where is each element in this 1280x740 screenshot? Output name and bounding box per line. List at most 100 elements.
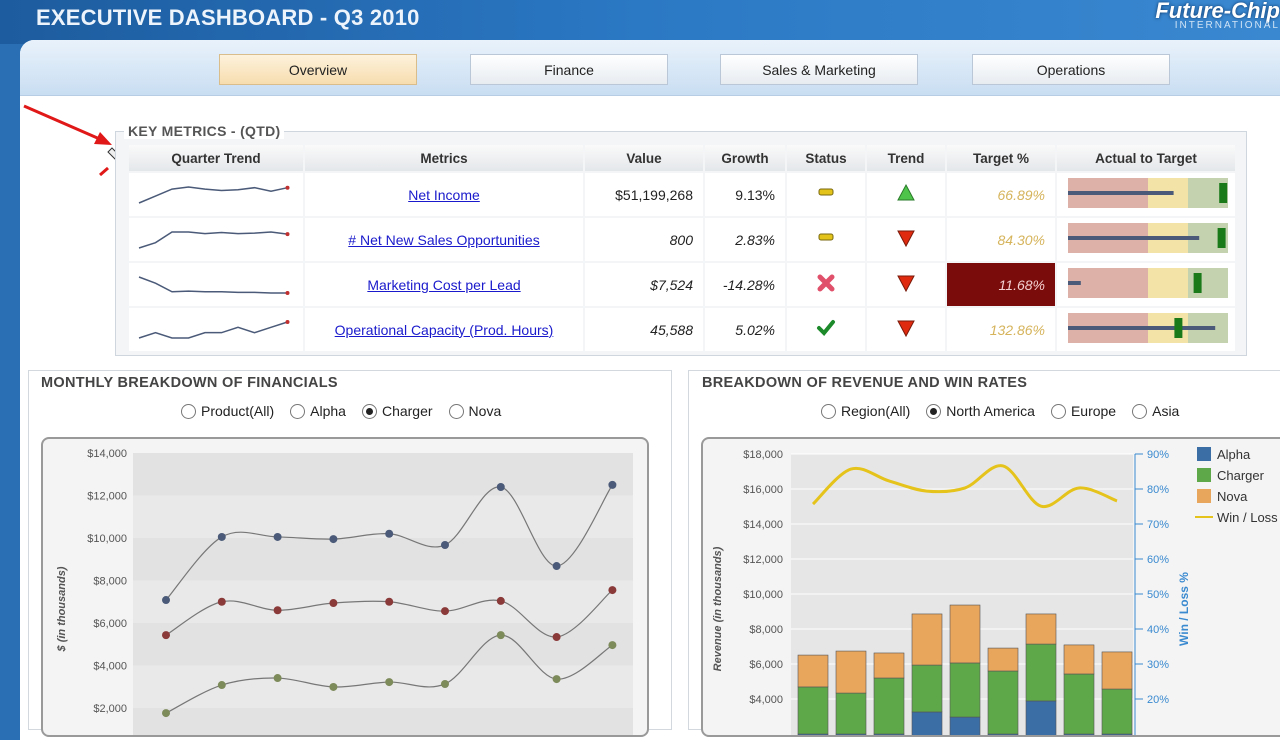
data-point	[441, 541, 449, 550]
status-warning-icon	[818, 233, 834, 241]
y-tick-label: $6,000	[93, 618, 127, 630]
y2-tick-label: 20%	[1147, 694, 1169, 706]
metric-link[interactable]: Marketing Cost per Lead	[367, 276, 521, 293]
target-percent: 132.86%	[947, 308, 1055, 351]
radio-button[interactable]	[926, 403, 942, 419]
trend-up-icon	[897, 183, 915, 201]
company-logo: Future-Chip	[1155, 0, 1280, 23]
radio-button[interactable]	[290, 403, 306, 419]
tab-sales-marketing[interactable]: Sales & Marketing	[720, 54, 918, 85]
radio-label: Charger	[381, 403, 433, 419]
radio-label: Alpha	[310, 403, 346, 419]
bar-nova	[949, 604, 981, 664]
bar-nova	[1063, 644, 1095, 675]
data-point	[217, 681, 226, 690]
status-cell	[787, 263, 865, 306]
trend-cell	[867, 263, 945, 306]
radio-product-all-[interactable]: Product(All)	[181, 403, 274, 419]
radio-north-america[interactable]: North America	[926, 403, 1035, 419]
metric-link[interactable]: Net Income	[408, 186, 480, 203]
bar-nova	[835, 650, 867, 694]
grid-band	[133, 538, 633, 581]
radio-asia[interactable]: Asia	[1132, 403, 1179, 419]
data-point	[273, 674, 282, 683]
tab-operations[interactable]: Operations	[972, 54, 1170, 85]
data-point	[552, 675, 561, 684]
revenue-panel: BREAKDOWN OF REVENUE AND WIN RATES Regio…	[688, 370, 1280, 737]
bar-nova	[1025, 613, 1057, 645]
data-point	[385, 529, 394, 538]
col-metrics: Metrics	[305, 145, 583, 171]
metric-link[interactable]: Operational Capacity (Prod. Hours)	[334, 321, 554, 338]
y-tick-label: $10,000	[87, 533, 127, 545]
col-target: Target %	[947, 145, 1055, 171]
bar-nova	[987, 647, 1019, 672]
y-axis-label: $ (in thousands)	[56, 566, 68, 652]
y-tick-label: $12,000	[87, 491, 127, 503]
data-point	[162, 596, 170, 605]
target-percent: 84.30%	[947, 218, 1055, 261]
radio-alpha[interactable]: Alpha	[290, 403, 346, 419]
key-metrics-title: KEY METRICS - (QTD)	[124, 123, 285, 139]
tab-finance[interactable]: Finance	[470, 54, 668, 85]
legend-label: Alpha	[1217, 447, 1251, 462]
col-value: Value	[585, 145, 703, 171]
metric-growth: 5.02%	[705, 308, 785, 351]
page-title: EXECUTIVE DASHBOARD - Q3 2010	[36, 5, 420, 30]
radio-button[interactable]	[181, 403, 196, 419]
radio-button[interactable]	[821, 403, 836, 419]
target-percent: 66.89%	[947, 173, 1055, 216]
radio-charger[interactable]: Charger	[361, 403, 433, 419]
radio-label: North America	[946, 403, 1035, 419]
data-point	[608, 480, 617, 489]
key-metrics-panel: KEY METRICS - (QTD) Quarter Trend Metric…	[115, 123, 1247, 356]
radio-label: Asia	[1152, 403, 1180, 419]
radio-button[interactable]	[1132, 403, 1148, 419]
radio-label: Nova	[468, 403, 502, 419]
bullet-chart	[1057, 308, 1235, 351]
tab-overview[interactable]: Overview	[219, 54, 417, 85]
col-status: Status	[787, 145, 865, 171]
radio-button[interactable]	[448, 403, 464, 419]
y2-tick-label: 70%	[1147, 519, 1169, 531]
legend-swatch	[1197, 468, 1211, 482]
metric-cell: Marketing Cost per Lead	[305, 263, 583, 306]
financials-title: MONTHLY BREAKDOWN OF FINANCIALS	[41, 375, 338, 391]
bar-nova	[911, 613, 943, 666]
bar-alpha	[873, 733, 905, 735]
trend-down-icon	[897, 320, 915, 338]
table-row: Net Income $51,199,268 9.13% 66.89%	[129, 173, 1235, 216]
target-percent: 11.68%	[947, 263, 1055, 306]
sparkline	[129, 173, 303, 216]
y2-tick-label: 40%	[1147, 624, 1169, 636]
metric-value: $7,524	[585, 263, 703, 306]
bar-alpha	[911, 711, 943, 735]
legend-label: Win / Loss	[1217, 510, 1278, 525]
bar-alpha	[1101, 733, 1133, 735]
y-tick-label: $16,000	[743, 484, 783, 496]
bar-charger	[1101, 688, 1133, 735]
radio-region-all-[interactable]: Region(All)	[821, 403, 910, 419]
line-win-loss	[811, 464, 1118, 508]
legend-label: Nova	[1217, 489, 1248, 504]
y2-tick-label: 60%	[1147, 554, 1169, 566]
financials-panel: MONTHLY BREAKDOWN OF FINANCIALS Product(…	[28, 370, 672, 737]
trend-down-icon	[897, 275, 915, 293]
data-point	[608, 641, 617, 650]
bullet-chart	[1057, 173, 1235, 216]
status-cell	[787, 308, 865, 351]
metric-link[interactable]: # Net New Sales Opportunities	[348, 231, 540, 248]
bar-nova	[873, 652, 905, 679]
radio-europe[interactable]: Europe	[1050, 403, 1116, 419]
radio-button[interactable]	[1050, 403, 1066, 419]
radio-button[interactable]	[361, 403, 377, 419]
bar-charger	[949, 662, 981, 718]
y-tick-label: $14,000	[87, 448, 127, 460]
y-tick-label: $8,000	[749, 624, 783, 636]
table-row: # Net New Sales Opportunities 800 2.83% …	[129, 218, 1235, 261]
y-tick-label: $14,000	[743, 519, 783, 531]
legend-swatch	[1197, 489, 1211, 503]
data-point	[273, 606, 282, 615]
bar-alpha	[1025, 700, 1057, 735]
radio-nova[interactable]: Nova	[448, 403, 502, 419]
